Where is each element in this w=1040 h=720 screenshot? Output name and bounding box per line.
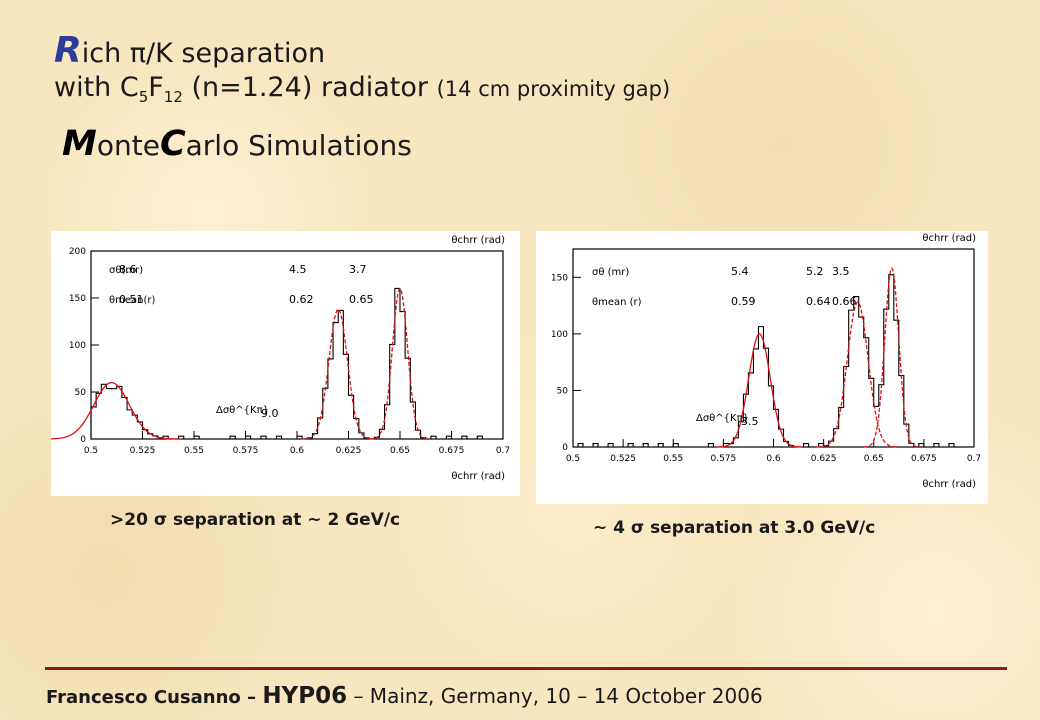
peak-sigma-value: 3.5 xyxy=(832,265,850,278)
y-tick-label: 0 xyxy=(80,435,86,445)
peak-sigma-value: 5.2 xyxy=(806,265,824,278)
plot-frame xyxy=(572,248,975,448)
x-tick-label: 0.65 xyxy=(390,446,410,456)
histogram-series xyxy=(90,287,503,440)
title2-sub-2: 12 xyxy=(163,88,183,106)
y-tick-label: 100 xyxy=(69,341,86,351)
x-tick-label: 0.5 xyxy=(566,454,580,464)
top-axis-label: θchrr (rad) xyxy=(922,233,976,244)
subtitle-cap-c: C xyxy=(159,124,186,164)
separation-value: 9.0 xyxy=(261,407,279,420)
subtitle: MonteCarlo Simulations xyxy=(62,124,412,164)
y-tick-label: 50 xyxy=(557,386,569,396)
peak-mean-value: 0.59 xyxy=(731,295,756,308)
x-tick-label: 0.6 xyxy=(766,454,781,464)
x-tick-label: 0.625 xyxy=(811,454,837,464)
peak-sigma-value: 3.7 xyxy=(349,263,367,276)
y-tick-label: 50 xyxy=(75,388,87,398)
gaussian-fit-1 xyxy=(716,333,803,448)
x-tick-label: 0.55 xyxy=(663,454,683,464)
x-axis-label: θchrr (rad) xyxy=(451,471,505,482)
x-tick-label: 0.525 xyxy=(610,454,636,464)
plot-frame xyxy=(90,250,504,440)
y-tick-label: 100 xyxy=(551,330,568,340)
subtitle-part-a: onte xyxy=(96,129,160,162)
x-tick-label: 0.575 xyxy=(710,454,736,464)
peak-mean-value: 0.64 xyxy=(806,295,831,308)
subtitle-cap-m: M xyxy=(62,124,97,164)
x-tick-label: 0.7 xyxy=(967,454,981,464)
gaussian-fit-2 xyxy=(301,308,375,440)
y-tick-label: 150 xyxy=(551,273,568,283)
x-tick-label: 0.675 xyxy=(911,454,937,464)
gaussian-fit-1 xyxy=(51,381,181,440)
histogram-panel-left: 0.5 0.525 0.55 0.575 0.6 0.625 0.65 0.675 0.7 0 50… xyxy=(51,231,520,496)
peak-mean-value: 0.65 xyxy=(349,293,374,306)
footer-divider xyxy=(45,667,1007,670)
peak-sigma-value: 5.4 xyxy=(731,265,749,278)
x-tick-label: 0.675 xyxy=(439,446,465,456)
subtitle-part-b: arlo Simulations xyxy=(185,129,412,162)
histogram-panel-right: 0.5 0.525 0.55 0.575 0.6 0.625 0.65 0.675 0.7 0 50… xyxy=(536,231,988,504)
separation-label: Δσθ^{Kπ} xyxy=(696,413,749,424)
title2-sub-1: 5 xyxy=(138,88,149,106)
x-axis-label: θchrr (rad) xyxy=(922,479,976,490)
caption-right: ~ 4 σ separation at 3.0 GeV/c xyxy=(593,518,876,538)
top-axis-label: θchrr (rad) xyxy=(451,235,505,246)
footer-location-date: – Mainz, Germany, 10 – 14 October 2006 xyxy=(347,684,763,708)
x-tick-label: 0.7 xyxy=(496,446,510,456)
separation-label: Δσθ^{Kπ} xyxy=(216,405,269,416)
title-cap-r: R xyxy=(54,30,82,71)
x-tick-label: 0.6 xyxy=(290,446,305,456)
caption-left: >20 σ separation at ~ 2 GeV/c xyxy=(110,510,401,530)
title-line1-text: ich π/K separation xyxy=(81,38,326,69)
y-tick-label: 150 xyxy=(69,294,86,304)
histogram-series xyxy=(573,274,974,448)
separation-value: 3.5 xyxy=(741,415,759,428)
gaussian-fit-3 xyxy=(863,267,920,448)
footer-dash: – xyxy=(240,687,263,708)
x-tick-label: 0.65 xyxy=(864,454,884,464)
title2-gap-note: (14 cm proximity gap) xyxy=(436,77,671,101)
peak-mean-value: 0.51 xyxy=(119,293,144,306)
footer: Francesco Cusanno – HYP06 – Mainz, Germa… xyxy=(46,683,763,709)
gaussian-fit-3 xyxy=(369,287,430,440)
sigma-label: σθ(mr) xyxy=(109,265,143,276)
peak-sigma-value: 8.6 xyxy=(119,263,137,276)
x-tick-label: 0.625 xyxy=(336,446,362,456)
mean-label: θmean(r) xyxy=(109,295,155,306)
sigma-label: σθ (mr) xyxy=(592,267,629,278)
y-tick-label: 0 xyxy=(562,443,568,453)
x-tick-label: 0.55 xyxy=(184,446,204,456)
title2-part-b: F xyxy=(148,72,164,103)
peak-mean-value: 0.66 xyxy=(832,295,857,308)
x-tick-label: 0.575 xyxy=(233,446,259,456)
title-line-1: Rich π/K separation xyxy=(54,30,325,71)
footer-author: Francesco Cusanno xyxy=(46,687,241,708)
histogram-chart-right: 0.5 0.525 0.55 0.575 0.6 0.625 0.65 0.675 0.7 0 50… xyxy=(551,233,981,490)
x-tick-label: 0.525 xyxy=(130,446,156,456)
y-tick-label: 200 xyxy=(69,247,86,257)
title-line-2: with C5F12 (n=1.24) radiator (14 cm prox… xyxy=(54,72,670,106)
mean-label: θmean (r) xyxy=(592,297,642,308)
peak-sigma-value: 4.5 xyxy=(289,263,307,276)
title2-part-a: with C xyxy=(54,72,139,103)
histogram-chart-left: 0.5 0.525 0.55 0.575 0.6 0.625 0.65 0.675 0.7 0 50… xyxy=(51,235,510,482)
title2-part-c: (n=1.24) radiator xyxy=(182,72,437,103)
gaussian-fit-2 xyxy=(815,301,900,448)
peak-mean-value: 0.62 xyxy=(289,293,314,306)
x-tick-label: 0.5 xyxy=(84,446,98,456)
footer-conference: HYP06 xyxy=(262,683,348,709)
